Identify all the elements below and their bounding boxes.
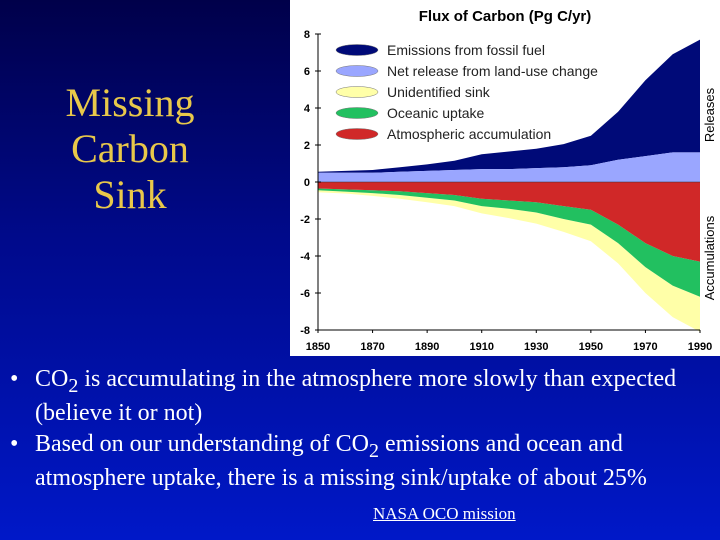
y-tick-label: 2 [304,140,310,152]
bullet-marker: • [10,430,19,457]
series-area-oceanic-uptake [318,188,700,297]
legend-swatch [335,107,379,119]
x-tick-label: 1930 [524,341,548,353]
x-tick-label: 1910 [469,341,493,353]
legend-label: Oceanic uptake [387,105,484,121]
y-tick-label: -2 [300,214,310,226]
x-tick-label: 1870 [360,341,384,353]
chart-title: Flux of Carbon (Pg C/yr) [419,8,592,25]
legend-label: Unidentified sink [387,84,491,100]
y-tick-label: -4 [300,251,311,263]
bullet-marker: • [10,366,19,392]
legend-swatch [335,86,379,98]
y-tick-label: 0 [304,177,310,189]
y-tick-label: -6 [300,288,310,300]
chart-panel: Flux of Carbon (Pg C/yr) 8 6 4 2 0 -2 -4 -6 -8 185… [290,0,720,356]
x-tick-label: 1970 [633,341,657,353]
bullet-list: • CO2 is accumulating in the atmosphere … [10,366,700,496]
series-area-unidentified-sink [318,190,700,332]
bullet-text-post: is accumulating in the atmosphere more s… [35,366,677,426]
slide-title: Missing Carbon Sink [65,80,195,217]
bullet-text-sub: 2 [368,439,379,462]
legend-swatch [335,65,379,77]
bullet-text-sub: 2 [68,374,79,397]
series-area-atmospheric-accumulation [318,182,700,262]
x-tick-label: 1990 [688,341,712,353]
series-area-land-use [318,152,700,182]
y-tick-label: 8 [304,29,310,41]
legend-label: Atmospheric accumulation [387,126,551,142]
x-tick-label: 1950 [579,341,603,353]
bullet-item: • Based on our understanding of CO2 emis… [10,431,700,492]
releases-label: Releases [702,87,717,142]
y-tick-label: 6 [304,66,310,78]
accumulations-label: Accumulations [702,215,717,300]
bullet-text-pre: Based on our understanding of CO [35,430,369,457]
y-tick-label: -8 [300,325,310,337]
x-tick-label: 1890 [415,341,439,353]
carbon-flux-chart: Flux of Carbon (Pg C/yr) 8 6 4 2 0 -2 -4 -6 -8 185… [300,8,717,353]
legend-label: Net release from land-use change [387,63,598,79]
y-tick-label: 4 [304,103,311,115]
series-area-fossil-fuel [318,39,700,173]
bullet-text-post: emissions and ocean and atmosphere uptak… [35,430,647,491]
x-tick-label: 1850 [306,341,330,353]
bullet-text-pre: CO [35,366,69,392]
legend-swatch [335,128,379,140]
bullet-item: • CO2 is accumulating in the atmosphere … [10,366,700,427]
credit-link[interactable]: NASA OCO mission [373,504,516,523]
legend-label: Emissions from fossil fuel [387,42,545,58]
legend-swatch [335,44,379,56]
